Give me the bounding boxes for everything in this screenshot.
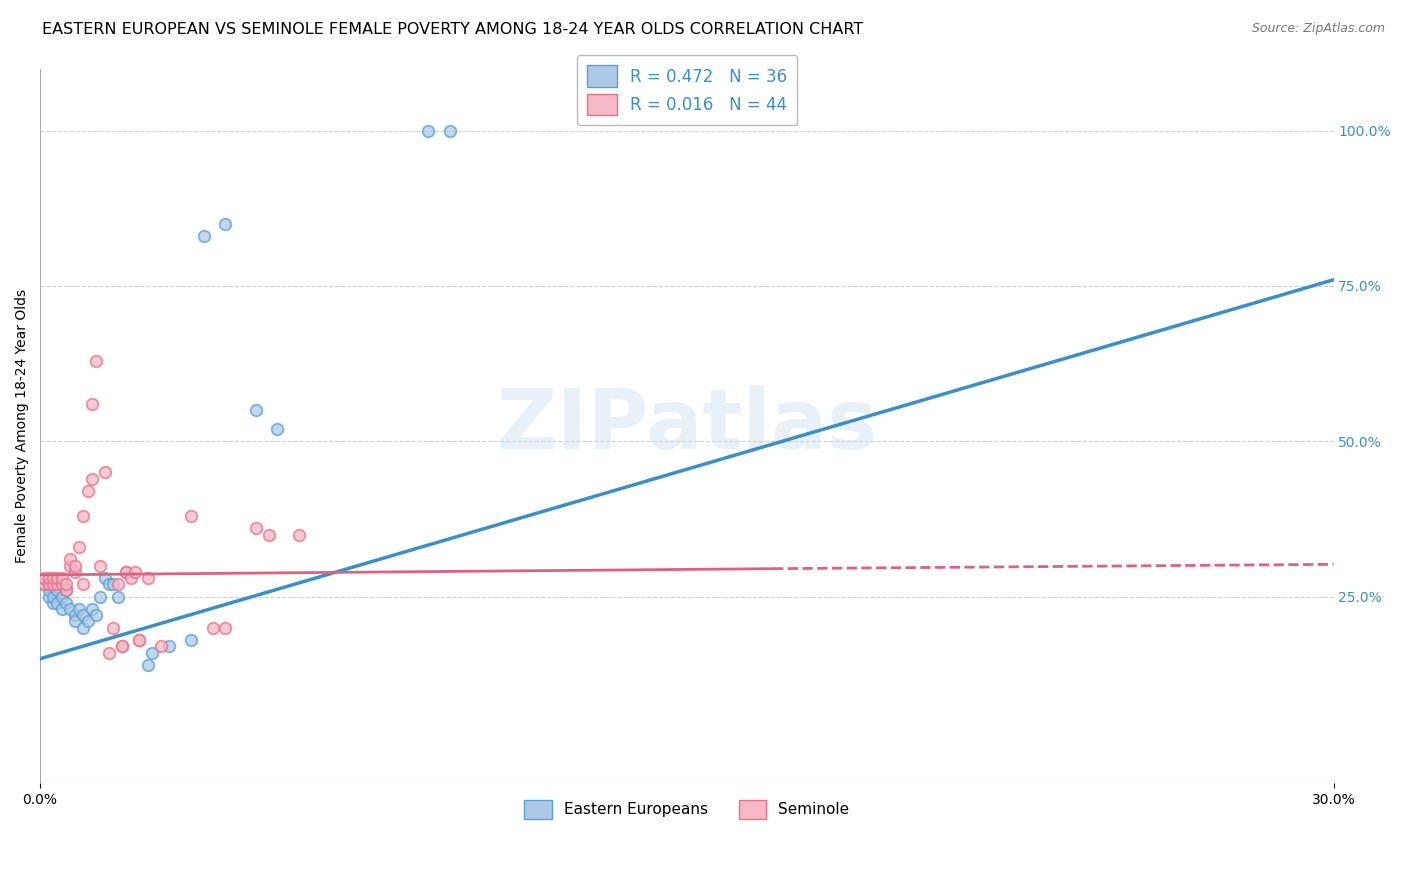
Point [288,527,311,541]
Point [63,558,86,573]
Point [193,229,215,244]
Point [59,558,82,573]
Text: EASTERN EUROPEAN VS SEMINOLE FEMALE POVERTY AMONG 18-24 YEAR OLDS CORRELATION CH: EASTERN EUROPEAN VS SEMINOLE FEMALE POVE… [42,22,863,37]
Y-axis label: Female Poverty Among 18-24 Year Olds: Female Poverty Among 18-24 Year Olds [15,289,30,563]
Point [80,602,103,616]
Point [76,615,98,629]
Point [418,123,440,137]
Point [141,646,163,660]
Point [63,615,86,629]
Point [128,633,150,648]
Point [63,565,86,579]
Text: ZIPatlas: ZIPatlas [496,385,877,467]
Point [38,577,60,591]
Point [266,422,288,436]
Point [67,540,90,554]
Point [38,583,60,598]
Point [46,596,69,610]
Point [80,397,103,411]
Point [124,565,146,579]
Point [34,577,56,591]
Point [51,590,73,604]
Point [42,571,65,585]
Point [111,640,134,654]
Point [180,633,202,648]
Point [115,565,138,579]
Point [136,571,159,585]
Point [46,571,69,585]
Point [115,565,138,579]
Point [111,640,134,654]
Point [94,466,117,480]
Point [245,521,267,535]
Point [214,217,236,231]
Point [38,571,60,585]
Point [72,621,94,635]
Point [245,403,267,417]
Point [55,583,77,598]
Point [84,353,107,368]
Point [34,571,56,585]
Point [94,571,117,585]
Point [72,577,94,591]
Text: Source: ZipAtlas.com: Source: ZipAtlas.com [1251,22,1385,36]
Point [46,583,69,598]
Point [201,621,224,635]
Point [214,621,236,635]
Point [136,658,159,673]
Legend: Eastern Europeans, Seminole: Eastern Europeans, Seminole [519,794,855,825]
Point [59,602,82,616]
Point [67,602,90,616]
Point [51,602,73,616]
Point [59,552,82,566]
Point [98,646,121,660]
Point [42,577,65,591]
Point [84,608,107,623]
Point [38,577,60,591]
Point [257,527,280,541]
Point [439,123,461,137]
Point [107,577,129,591]
Point [72,608,94,623]
Point [42,596,65,610]
Point [51,577,73,591]
Point [38,590,60,604]
Point [55,596,77,610]
Point [120,571,142,585]
Point [89,558,111,573]
Point [128,633,150,648]
Point [55,577,77,591]
Point [107,590,129,604]
Point [103,577,125,591]
Point [89,590,111,604]
Point [159,640,181,654]
Point [103,621,125,635]
Point [46,577,69,591]
Point [42,590,65,604]
Point [76,483,98,498]
Point [149,640,172,654]
Point [55,583,77,598]
Point [63,608,86,623]
Point [72,508,94,523]
Point [98,577,121,591]
Point [51,571,73,585]
Point [80,472,103,486]
Point [180,508,202,523]
Point [34,577,56,591]
